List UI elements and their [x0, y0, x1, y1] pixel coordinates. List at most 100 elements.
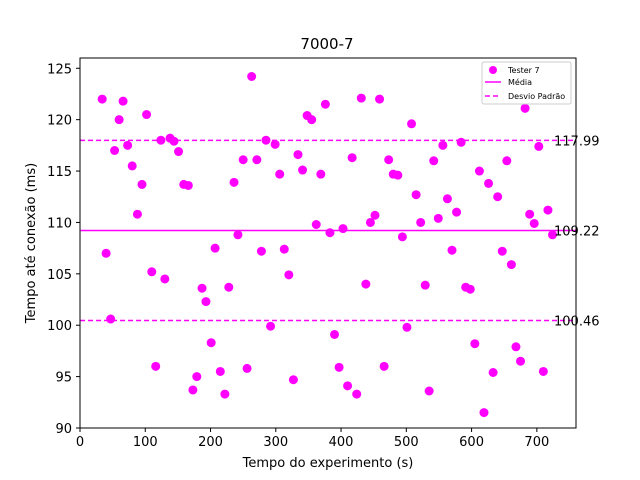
data-point — [456, 137, 466, 147]
y-tick-label: 95 — [55, 371, 72, 386]
data-point — [252, 155, 262, 165]
data-point — [484, 178, 494, 188]
chart-title: 7000-7 — [300, 35, 353, 53]
data-point — [132, 209, 142, 219]
data-point — [375, 94, 385, 104]
data-point — [452, 207, 462, 217]
data-point — [442, 194, 452, 204]
data-point — [270, 139, 280, 149]
reference-value-label: 100.46 — [554, 314, 600, 329]
data-point — [347, 153, 357, 163]
data-point — [411, 190, 421, 200]
data-point — [548, 230, 558, 240]
data-point — [438, 140, 448, 150]
data-point — [416, 217, 426, 227]
legend-marker-icon — [489, 66, 497, 74]
data-point — [311, 220, 321, 229]
data-point — [169, 136, 179, 146]
data-point — [206, 338, 216, 348]
data-point — [534, 141, 544, 151]
data-point — [229, 177, 239, 187]
data-point — [497, 246, 507, 256]
data-point — [137, 179, 147, 189]
x-tick-label: 500 — [394, 435, 419, 450]
plot-frame — [79, 57, 577, 429]
scatter-points — [97, 72, 558, 418]
data-point — [210, 243, 220, 253]
data-point — [379, 361, 389, 371]
x-tick-label: 600 — [459, 435, 484, 450]
data-point — [224, 282, 234, 292]
data-point — [188, 385, 198, 395]
legend-label-tester: Tester 7 — [507, 66, 540, 75]
x-axis-label: Tempo do experimento (s) — [242, 456, 414, 471]
data-point — [275, 169, 285, 179]
data-point — [529, 218, 539, 228]
data-point — [479, 408, 489, 418]
data-point — [279, 244, 289, 254]
data-point — [284, 270, 294, 280]
data-point — [407, 119, 417, 129]
data-point — [316, 169, 326, 179]
data-point — [101, 248, 111, 258]
data-point — [320, 99, 330, 109]
data-point — [511, 342, 521, 352]
data-point — [516, 356, 526, 366]
data-point — [370, 210, 380, 220]
legend: Tester 7 Média Desvio Padrão — [481, 61, 572, 105]
y-tick-label: 105 — [47, 268, 72, 283]
data-point — [142, 110, 152, 120]
data-point — [424, 386, 434, 396]
reference-value-label: 117.99 — [554, 134, 600, 149]
data-point — [384, 155, 394, 165]
data-point — [397, 232, 407, 242]
data-point — [525, 209, 535, 219]
data-point — [233, 230, 243, 240]
data-point — [183, 180, 193, 190]
data-point — [334, 362, 344, 372]
y-tick-label: 125 — [47, 62, 72, 77]
data-point — [330, 329, 340, 339]
data-point — [293, 150, 303, 160]
reference-value-label: 109.22 — [554, 224, 600, 239]
data-point — [266, 321, 276, 331]
data-point — [338, 224, 348, 234]
x-tick-label: 200 — [198, 435, 223, 450]
data-point — [465, 284, 475, 294]
data-point — [502, 156, 512, 166]
data-point — [474, 166, 484, 176]
data-point — [356, 93, 366, 103]
data-point — [343, 381, 353, 391]
data-point — [506, 260, 516, 270]
y-tick-label: 115 — [47, 165, 72, 180]
y-tick-label: 100 — [47, 319, 72, 334]
x-tick-label: 0 — [76, 435, 84, 450]
data-point — [429, 156, 439, 166]
x-tick-label: 700 — [524, 435, 549, 450]
data-point — [114, 115, 124, 125]
data-point — [156, 135, 166, 145]
data-point — [493, 192, 503, 202]
x-tick-label: 100 — [133, 435, 158, 450]
data-point — [325, 228, 335, 238]
data-point — [447, 245, 457, 255]
data-point — [215, 366, 225, 376]
data-point — [352, 389, 362, 399]
y-tick-label: 110 — [47, 216, 72, 231]
data-point — [151, 361, 161, 371]
y-axis-ticks: 90 95 100 105 110 115 120 125 — [47, 62, 80, 437]
data-point — [307, 115, 317, 125]
data-point — [520, 103, 530, 113]
data-point — [242, 363, 252, 373]
data-point — [197, 283, 207, 293]
data-point — [256, 246, 266, 256]
data-point — [298, 165, 308, 175]
data-point — [488, 368, 498, 377]
legend-label-mean: Média — [508, 77, 532, 87]
data-point — [420, 280, 430, 290]
data-point — [538, 366, 548, 376]
data-point — [393, 170, 403, 180]
data-point — [97, 94, 107, 104]
data-point — [147, 267, 157, 277]
